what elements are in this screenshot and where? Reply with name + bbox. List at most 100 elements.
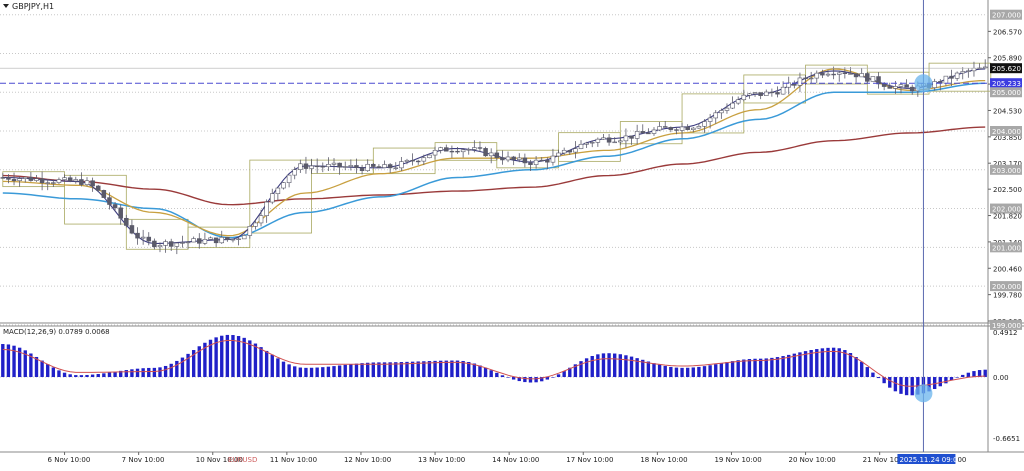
candle-body[interactable]: [230, 238, 236, 241]
candle-body[interactable]: [702, 121, 707, 127]
symbol-header[interactable]: GBPJPY,H1: [3, 2, 54, 11]
candle-body[interactable]: [393, 167, 399, 169]
candle-body[interactable]: [275, 187, 281, 194]
candle-body[interactable]: [56, 179, 62, 183]
candle-body[interactable]: [213, 237, 219, 244]
dropdown-arrow-icon[interactable]: [3, 4, 9, 8]
candle-body[interactable]: [326, 164, 331, 168]
candle-body[interactable]: [197, 238, 202, 244]
highlighted-time-label[interactable]: 2025.11.24 09:00: [899, 456, 961, 464]
candle-body[interactable]: [39, 178, 45, 184]
price-boxed-label[interactable]: 199.000: [992, 322, 1021, 330]
candle-body[interactable]: [769, 91, 775, 94]
candle-body[interactable]: [264, 201, 269, 216]
candle-body[interactable]: [247, 226, 253, 236]
candle-body[interactable]: [651, 129, 657, 134]
candle-body[interactable]: [741, 94, 747, 101]
candle-body[interactable]: [118, 207, 123, 219]
candlesticks[interactable]: [0, 59, 988, 255]
candle-body[interactable]: [696, 126, 702, 129]
price-boxed-label[interactable]: 205.233: [992, 80, 1021, 88]
candle-body[interactable]: [354, 165, 359, 169]
candle-body[interactable]: [236, 238, 241, 240]
candle-body[interactable]: [135, 232, 140, 239]
candle-body[interactable]: [415, 160, 421, 163]
candle-body[interactable]: [780, 86, 786, 95]
candle-body[interactable]: [674, 129, 679, 131]
candle-body[interactable]: [876, 76, 881, 85]
candle-body[interactable]: [466, 149, 472, 151]
candle-body[interactable]: [6, 177, 11, 180]
candle-body[interactable]: [129, 225, 135, 234]
candle-body[interactable]: [404, 159, 410, 162]
candle-body[interactable]: [219, 237, 225, 244]
candle-body[interactable]: [269, 193, 275, 203]
candle-body[interactable]: [17, 178, 22, 181]
candle-body[interactable]: [606, 137, 612, 143]
candle-body[interactable]: [455, 150, 460, 153]
candle-body[interactable]: [253, 222, 258, 227]
candle-body[interactable]: [516, 157, 522, 160]
candle-body[interactable]: [449, 150, 455, 153]
candle-body[interactable]: [601, 137, 606, 140]
candle-body[interactable]: [893, 86, 898, 89]
candle-body[interactable]: [112, 204, 118, 209]
candle-body[interactable]: [758, 92, 763, 96]
candle-body[interactable]: [163, 241, 168, 246]
candle-body[interactable]: [286, 174, 292, 183]
candle-body[interactable]: [567, 149, 573, 153]
candle-body[interactable]: [472, 147, 477, 150]
candle-body[interactable]: [842, 72, 848, 74]
candle-body[interactable]: [982, 66, 988, 69]
candle-body[interactable]: [550, 155, 556, 163]
candle-body[interactable]: [763, 91, 769, 96]
candle-body[interactable]: [95, 185, 101, 191]
candle-body[interactable]: [545, 159, 550, 163]
candle-body[interactable]: [573, 148, 578, 153]
candle-body[interactable]: [157, 245, 163, 248]
candle-body[interactable]: [225, 237, 230, 240]
candle-body[interactable]: [904, 84, 909, 88]
price-axis[interactable]: 206.570205.890205.210204.530203.850203.1…: [988, 9, 1022, 443]
candle-body[interactable]: [427, 154, 432, 159]
candle-body[interactable]: [444, 147, 449, 152]
candle-body[interactable]: [584, 142, 589, 145]
candle-body[interactable]: [747, 93, 752, 96]
candle-body[interactable]: [320, 166, 326, 168]
candle-body[interactable]: [640, 131, 646, 134]
candle-body[interactable]: [735, 99, 741, 104]
candle-body[interactable]: [578, 143, 584, 149]
candle-body[interactable]: [494, 152, 500, 158]
candle-body[interactable]: [657, 126, 662, 131]
candle-body[interactable]: [34, 178, 39, 181]
candle-body[interactable]: [11, 179, 17, 181]
candle-body[interactable]: [853, 73, 859, 78]
candle-body[interactable]: [303, 163, 309, 169]
candle-body[interactable]: [438, 147, 443, 151]
candle-body[interactable]: [556, 152, 561, 157]
candle-body[interactable]: [730, 102, 735, 109]
time-axis[interactable]: 6 Nov 10:00 7 Nov 10:00 10 Nov 10:00 11 Nov…: [48, 452, 967, 464]
candle-body[interactable]: [67, 177, 73, 182]
candle-body[interactable]: [376, 166, 382, 168]
candle-body[interactable]: [483, 148, 488, 157]
candle-body[interactable]: [724, 107, 730, 111]
price-boxed-label[interactable]: 203.000: [992, 167, 1021, 175]
candle-body[interactable]: [371, 163, 376, 167]
candle-body[interactable]: [101, 190, 107, 198]
candle-body[interactable]: [292, 169, 297, 176]
candle-body[interactable]: [814, 72, 820, 79]
candle-body[interactable]: [180, 242, 185, 244]
candle-body[interactable]: [73, 179, 79, 182]
candle-body[interactable]: [662, 126, 668, 128]
candle-body[interactable]: [943, 75, 949, 84]
candle-body[interactable]: [185, 241, 191, 244]
candle-body[interactable]: [932, 81, 937, 88]
candle-body[interactable]: [146, 236, 152, 242]
candle-body[interactable]: [679, 126, 685, 131]
candle-body[interactable]: [387, 164, 393, 169]
candle-body[interactable]: [0, 177, 6, 179]
candle-body[interactable]: [954, 72, 960, 79]
candle-body[interactable]: [45, 182, 50, 184]
candle-body[interactable]: [623, 135, 629, 142]
